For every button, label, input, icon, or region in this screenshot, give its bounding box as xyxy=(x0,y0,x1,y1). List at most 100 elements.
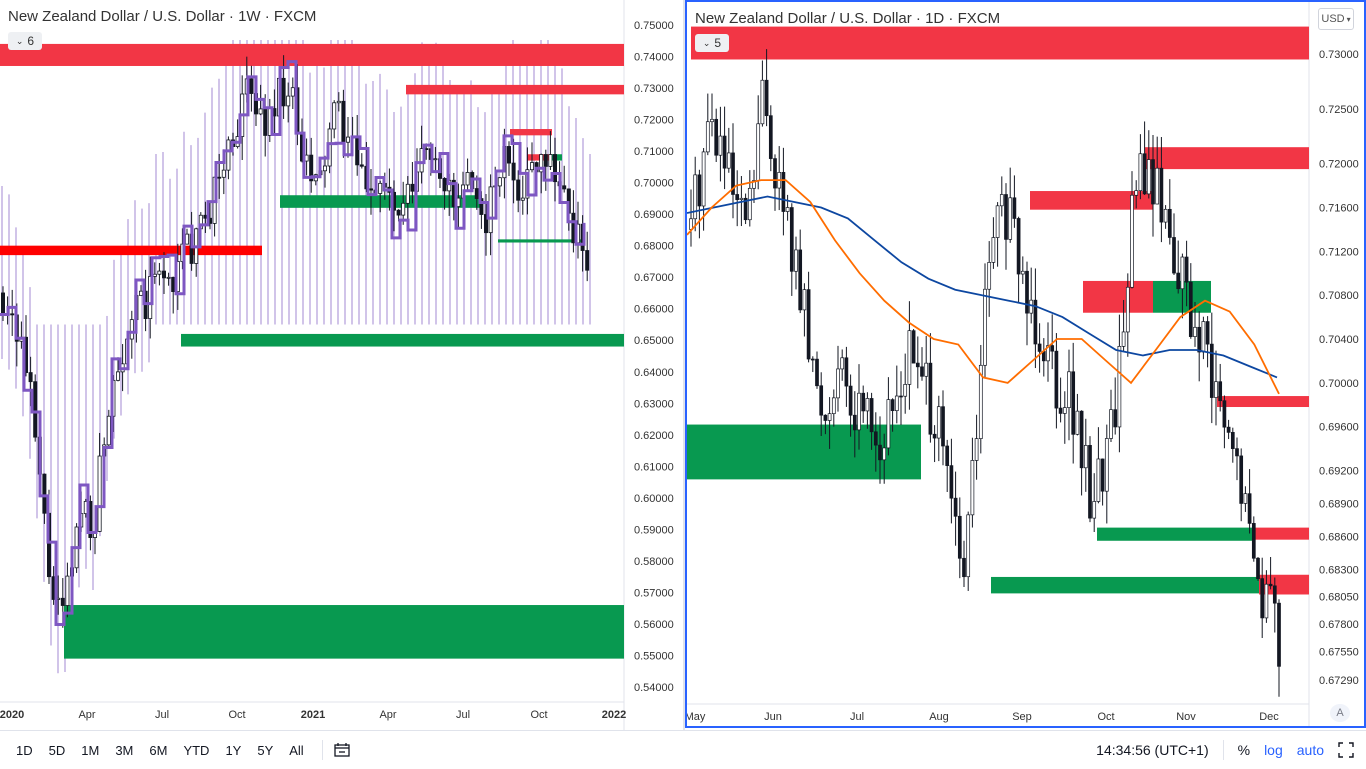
time-tick-label: 2020 xyxy=(0,709,24,721)
date-range-icon[interactable] xyxy=(333,742,351,758)
range-1y[interactable]: 1Y xyxy=(225,742,242,758)
price-tick-label: 0.69200 xyxy=(1319,466,1359,478)
candle-up xyxy=(520,197,525,201)
range-5y[interactable]: 5Y xyxy=(257,742,274,758)
candle-down xyxy=(1218,381,1223,402)
price-tick-label: 0.73000 xyxy=(634,83,674,95)
candle-down xyxy=(1172,237,1176,274)
daily-chart-pane[interactable]: 0.73000 0.72500 0.72000 0.71600 0.71200 0.708… xyxy=(685,0,1366,728)
price-tick-label: 0.70400 xyxy=(1319,334,1359,346)
candle-down xyxy=(511,162,516,181)
candle-down xyxy=(743,197,748,221)
candle-up xyxy=(785,207,790,212)
range-1m[interactable]: 1M xyxy=(81,742,100,758)
indicators-toggle-right[interactable]: ⌄ 5 xyxy=(695,34,729,52)
candle-up xyxy=(794,249,798,272)
pane-divider[interactable] xyxy=(683,0,685,730)
bottom-toolbar: 1D 5D 1M 3M 6M YTD 1Y 5Y All 14:34:56 (U… xyxy=(0,730,1366,769)
log-toggle[interactable]: log xyxy=(1264,742,1283,758)
demand-zone xyxy=(687,424,921,480)
demand-zone xyxy=(280,195,482,208)
range-5d[interactable]: 5D xyxy=(48,742,66,758)
candle-up xyxy=(718,135,723,156)
candle-up xyxy=(286,95,291,107)
currency-select[interactable]: USD ▾ xyxy=(1318,8,1354,30)
price-tick-label: 0.62000 xyxy=(634,430,674,442)
candle-up xyxy=(1146,159,1151,195)
demand-zone xyxy=(181,333,624,347)
candle-down xyxy=(359,164,364,167)
price-tick-label: 0.59000 xyxy=(634,524,674,536)
time-tick-label: Apr xyxy=(78,709,95,721)
candle-up xyxy=(857,392,861,431)
time-tick-label: 2021 xyxy=(301,709,325,721)
supply-zone xyxy=(406,84,624,95)
candle-down xyxy=(714,118,719,156)
candle-down xyxy=(869,398,874,433)
candle-up xyxy=(1096,458,1101,502)
candle-down xyxy=(281,77,286,107)
candle-down xyxy=(1222,400,1227,428)
price-tick-label: 0.72000 xyxy=(634,115,674,127)
candle-up xyxy=(983,288,987,366)
fullscreen-icon[interactable] xyxy=(1338,742,1354,758)
candle-down xyxy=(341,100,346,143)
candle-up xyxy=(138,290,143,296)
candle-down xyxy=(553,154,558,183)
candle-down xyxy=(928,362,933,435)
range-1d[interactable]: 1D xyxy=(16,742,33,758)
currency-label: USD xyxy=(1321,13,1345,25)
range-ytd[interactable]: YTD xyxy=(183,742,210,758)
auto-scale-button[interactable]: A xyxy=(1330,704,1350,722)
candle-down xyxy=(249,78,254,94)
candle-up xyxy=(497,177,502,187)
candle-up xyxy=(1138,153,1143,191)
candle-down xyxy=(823,414,828,421)
candle-up xyxy=(106,415,111,446)
candle-up xyxy=(760,79,765,125)
candle-down xyxy=(1088,445,1092,519)
candle-down xyxy=(1239,455,1244,504)
candle-up xyxy=(548,154,553,167)
candle-down xyxy=(932,433,937,439)
candle-up xyxy=(836,368,840,399)
price-tick-label: 0.66000 xyxy=(634,304,674,316)
range-all[interactable]: All xyxy=(289,742,304,758)
candle-up xyxy=(970,460,975,516)
auto-toggle[interactable]: auto xyxy=(1296,742,1324,758)
candle-down xyxy=(1260,578,1265,619)
candle-down xyxy=(1012,197,1017,219)
candle-up xyxy=(1243,493,1248,504)
candle-up xyxy=(831,397,836,415)
candle-down xyxy=(768,115,773,159)
percent-toggle[interactable]: % xyxy=(1237,742,1251,758)
range-3m[interactable]: 3M xyxy=(115,742,134,758)
candle-up xyxy=(739,197,744,200)
candle-up xyxy=(1125,286,1130,333)
candle-down xyxy=(161,270,166,279)
candle-down xyxy=(1033,299,1038,345)
candle-up xyxy=(907,330,912,385)
weekly-chart-pane[interactable]: 0.75000 0.74000 0.73000 0.72000 0.71000 0.700… xyxy=(0,0,683,730)
candle-up xyxy=(726,152,731,169)
candle-down xyxy=(309,154,314,182)
indicator-count-right: 5 xyxy=(714,36,722,50)
candle-up xyxy=(882,447,887,461)
candle-down xyxy=(33,381,38,438)
clock-timezone[interactable]: 14:34:56 (UTC+1) xyxy=(1096,742,1209,758)
candle-down xyxy=(0,292,6,315)
daily-chart-canvas[interactable]: 0.73000 0.72500 0.72000 0.71600 0.71200 0.708… xyxy=(685,2,1364,726)
price-tick-label: 0.71000 xyxy=(634,146,674,158)
price-tick-label: 0.67290 xyxy=(1319,675,1359,687)
indicators-toggle-left[interactable]: ⌄ 6 xyxy=(8,32,42,50)
range-6m[interactable]: 6M xyxy=(149,742,168,758)
price-tick-label: 0.71200 xyxy=(1319,246,1359,258)
candle-up xyxy=(1020,270,1025,275)
price-tick-label: 0.58000 xyxy=(634,556,674,568)
candle-down xyxy=(1054,350,1059,409)
candle-down xyxy=(217,176,222,179)
candle-up xyxy=(184,233,189,245)
price-tick-label: 0.67800 xyxy=(1319,619,1359,631)
weekly-chart-canvas[interactable]: 0.75000 0.74000 0.73000 0.72000 0.71000 0.700… xyxy=(0,0,683,730)
candle-up xyxy=(258,108,263,115)
